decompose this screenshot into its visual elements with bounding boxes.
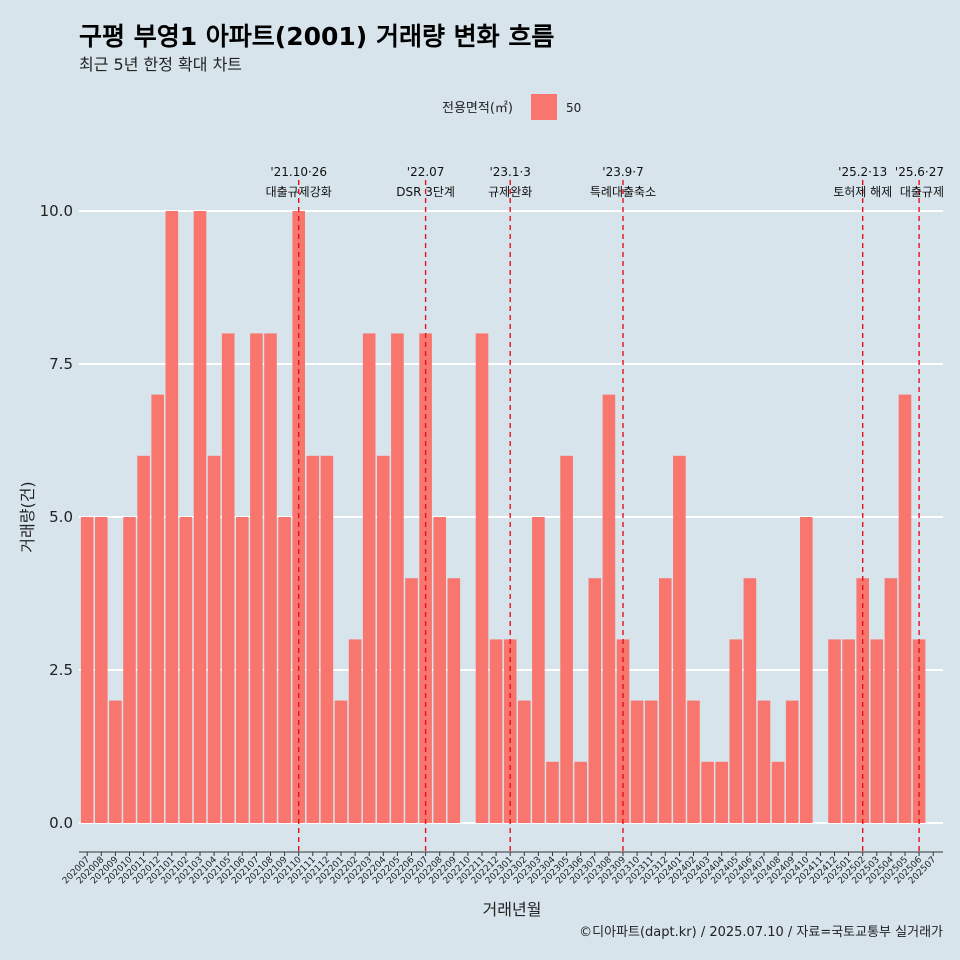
bar-202307 bbox=[588, 578, 602, 823]
event-date: '21.10·26 bbox=[270, 165, 327, 179]
bar-202212 bbox=[489, 639, 503, 823]
bar-202206 bbox=[405, 578, 418, 823]
bar-202408 bbox=[771, 761, 785, 823]
bar-202409 bbox=[785, 700, 799, 823]
legend-label: 50 bbox=[566, 101, 581, 115]
bar-202312 bbox=[659, 578, 672, 823]
bar-202412 bbox=[828, 639, 841, 823]
bar-202302 bbox=[518, 700, 531, 823]
bar-202203 bbox=[362, 333, 376, 823]
y-tick-label: 5.0 bbox=[49, 508, 73, 526]
bar-202502 bbox=[856, 578, 869, 823]
x-axis: 2020072020082020092020102020112020122021… bbox=[61, 851, 943, 886]
caption: ©디아파트(dapt.kr) / 2025.07.10 / 자료=국토교통부 실… bbox=[579, 925, 943, 940]
bar-202010 bbox=[123, 517, 136, 823]
event-date: '25.2·13 bbox=[838, 165, 887, 179]
bar-202101 bbox=[165, 211, 179, 823]
event-label: 대출규제 bbox=[900, 185, 944, 199]
bar-202009 bbox=[109, 700, 122, 823]
bar-202111 bbox=[306, 455, 320, 823]
bars bbox=[80, 211, 926, 823]
event-date: '23.9·7 bbox=[602, 165, 643, 179]
bar-202310 bbox=[630, 700, 644, 823]
bar-202202 bbox=[348, 639, 362, 823]
y-tick-label: 2.5 bbox=[49, 661, 73, 679]
chart-subtitle: 최근 5년 한정 확대 차트 bbox=[79, 55, 242, 74]
bar-202504 bbox=[884, 578, 898, 823]
bar-202311 bbox=[644, 700, 658, 823]
bar-202308 bbox=[602, 394, 616, 823]
bar-202305 bbox=[560, 455, 573, 823]
bar-202104 bbox=[207, 455, 221, 823]
event-label: DSR 3단계 bbox=[396, 185, 455, 199]
legend: 전용면적(㎡) 50 bbox=[442, 94, 581, 120]
bar-202102 bbox=[179, 517, 193, 823]
y-tick-label: 7.5 bbox=[49, 355, 73, 373]
x-axis-title: 거래년월 bbox=[483, 900, 542, 919]
bar-202303 bbox=[532, 517, 545, 823]
bar-202403 bbox=[701, 761, 714, 823]
bar-202505 bbox=[898, 394, 912, 823]
bar-202105 bbox=[221, 333, 235, 823]
bar-202410 bbox=[800, 517, 813, 823]
bar-202204 bbox=[377, 455, 390, 823]
bar-202108 bbox=[264, 333, 277, 823]
bar-202106 bbox=[236, 517, 249, 823]
bar-202404 bbox=[715, 761, 728, 823]
event-label: 대출규제강화 bbox=[266, 185, 332, 199]
bar-202205 bbox=[391, 333, 404, 823]
bar-202503 bbox=[870, 639, 884, 823]
event-date: '22.07 bbox=[407, 165, 445, 179]
bar-202501 bbox=[842, 639, 855, 823]
chart-title: 구평 부영1 아파트(2001) 거래량 변화 흐름 bbox=[79, 22, 554, 51]
event-markers: '21.10·26 대출규제강화 '22.07 DSR 3단계 '23.1·3 규제완화 '… bbox=[266, 165, 944, 852]
bar-202407 bbox=[757, 700, 771, 823]
bar-202107 bbox=[250, 333, 263, 823]
y-tick-label: 10.0 bbox=[40, 202, 73, 220]
event-label: 특례대출축소 bbox=[590, 185, 656, 199]
bar-202402 bbox=[687, 700, 700, 823]
legend-title: 전용면적(㎡) bbox=[442, 101, 513, 116]
y-tick-label: 0.0 bbox=[49, 814, 73, 832]
bar-202304 bbox=[546, 761, 559, 823]
bar-202211 bbox=[475, 333, 489, 823]
bar-202405 bbox=[729, 639, 743, 823]
bar-202306 bbox=[574, 761, 587, 823]
bar-202209 bbox=[447, 578, 461, 823]
event-label: 토허제 해제 bbox=[833, 185, 892, 199]
y-axis-title: 거래량(건) bbox=[18, 481, 37, 552]
y-axis-ticks: 0.0 2.5 5.0 7.5 10.0 bbox=[40, 202, 73, 832]
bar-202208 bbox=[433, 517, 446, 823]
event-date: '25.6·27 bbox=[895, 165, 944, 179]
bar-202007 bbox=[80, 517, 94, 823]
event-date: '23.1·3 bbox=[489, 165, 530, 179]
bar-202011 bbox=[137, 455, 150, 823]
legend-swatch bbox=[531, 94, 557, 120]
bar-202201 bbox=[334, 700, 348, 823]
bar-202008 bbox=[95, 517, 108, 823]
bar-202406 bbox=[743, 578, 757, 823]
bar-202401 bbox=[673, 455, 686, 823]
bar-202012 bbox=[151, 394, 164, 823]
event-label: 규제완화 bbox=[488, 185, 532, 199]
bar-202103 bbox=[193, 211, 207, 823]
bar-202112 bbox=[320, 455, 334, 823]
bar-202109 bbox=[278, 517, 291, 823]
